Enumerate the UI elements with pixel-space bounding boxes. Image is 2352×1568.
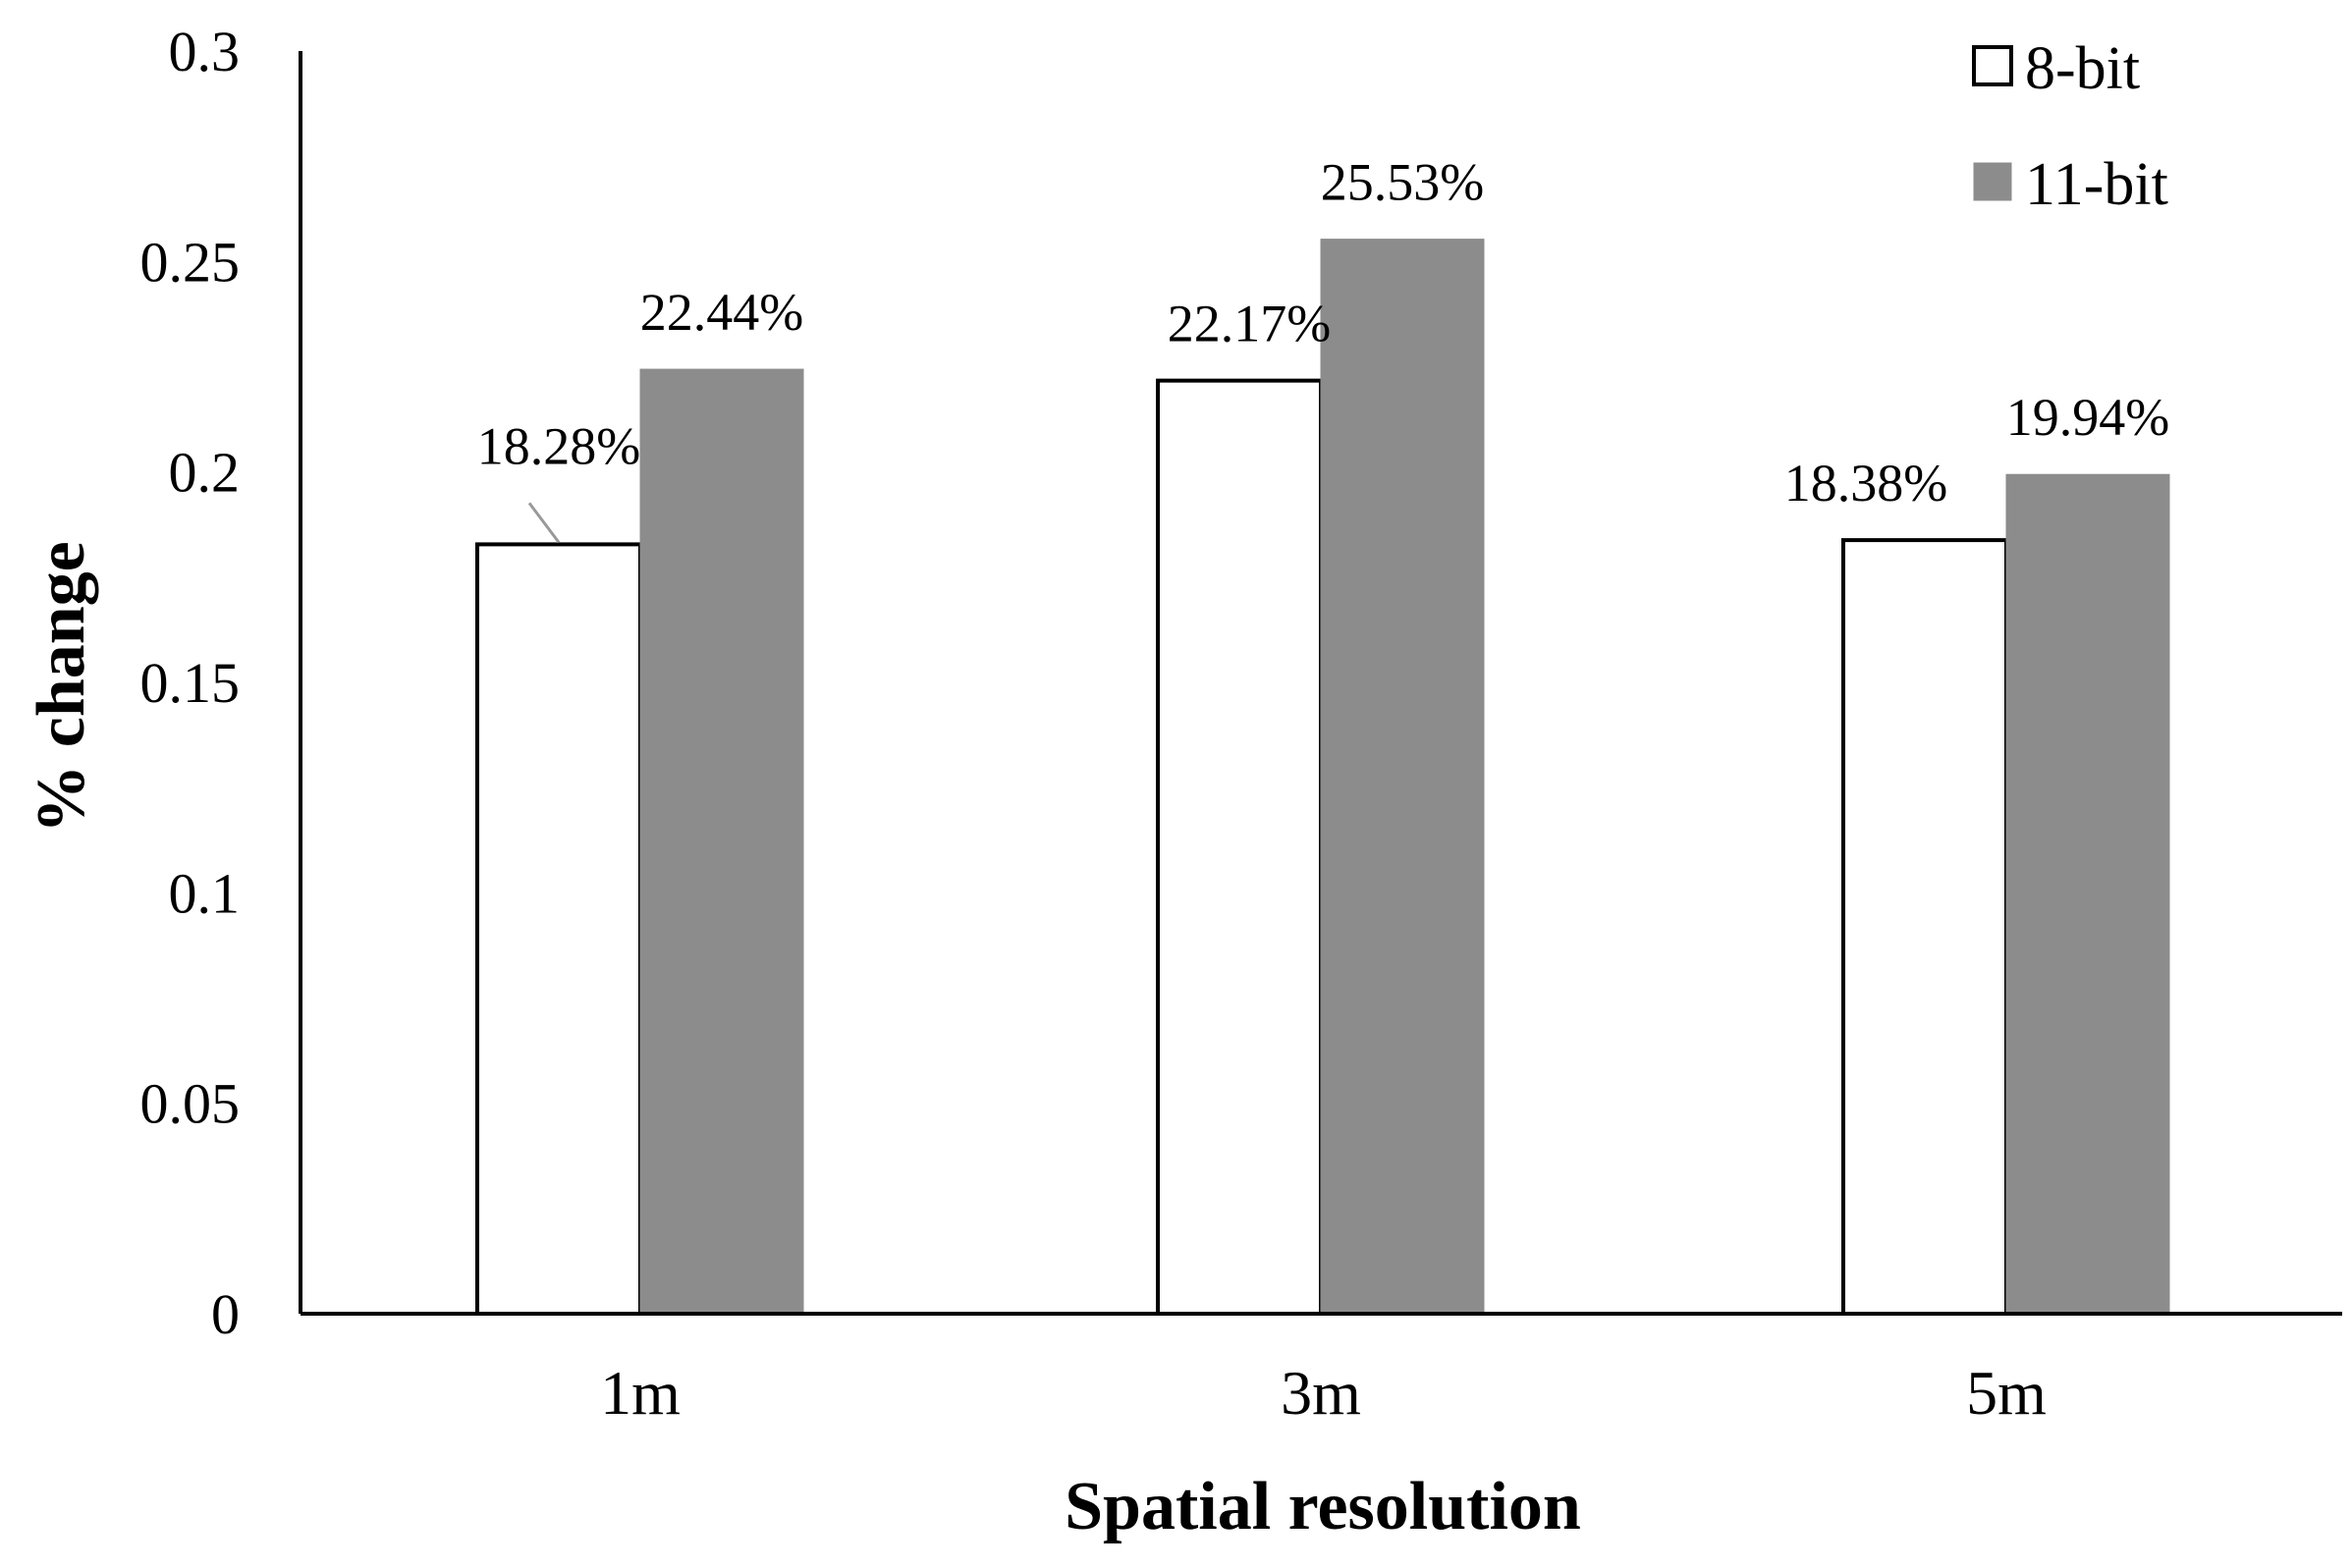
data-label-leader-line (527, 502, 561, 544)
y-tick-label: 0 (211, 1282, 240, 1346)
bar-11-bit-1m (639, 368, 804, 1315)
bar-8-bit-5m (1841, 538, 2008, 1316)
bars-group (475, 239, 2170, 1316)
data-label: 18.38% (1784, 454, 1947, 513)
y-tick-label: 0.3 (169, 20, 241, 83)
y-tick-label: 0.05 (140, 1072, 241, 1136)
bar-11-bit-3m (1320, 239, 1485, 1315)
y-tick-label: 0.2 (169, 441, 241, 505)
legend-label: 8-bit (2025, 35, 2140, 102)
bar-8-bit-1m (475, 542, 642, 1316)
x-axis-title: Spatial resolution (1065, 1469, 1581, 1544)
data-labels-group: 18.28% 22.17% 18.38% 22.44% 25.53% 19.94% (477, 153, 2169, 513)
x-category-labels-group: 1m 3m 5m (600, 1358, 2047, 1428)
legend: 8-bit 11-bit (1972, 35, 2168, 218)
y-tick-label: 0.15 (140, 651, 241, 715)
y-tick-labels-group: 0 0.05 0.1 0.15 0.2 0.25 0.3 (140, 20, 241, 1346)
data-label: 25.53% (1321, 153, 1484, 212)
data-label: 22.17% (1168, 295, 1331, 353)
x-category-label: 1m (600, 1358, 681, 1428)
bar-8-bit-3m (1156, 378, 1323, 1316)
y-tick-label: 0.25 (140, 230, 241, 294)
data-label: 22.44% (640, 283, 803, 342)
y-axis-title: % change (24, 541, 99, 834)
bar-11-bit-5m (2005, 473, 2170, 1315)
y-tick-label: 0.1 (169, 861, 241, 925)
x-category-label: 5m (1966, 1358, 2047, 1428)
data-label: 19.94% (2006, 388, 2169, 447)
legend-swatch (1972, 45, 2013, 86)
x-category-label: 3m (1281, 1358, 1361, 1428)
legend-swatch (1973, 162, 2012, 201)
legend-label: 11-bit (2025, 151, 2168, 218)
data-label: 18.28% (477, 416, 640, 475)
